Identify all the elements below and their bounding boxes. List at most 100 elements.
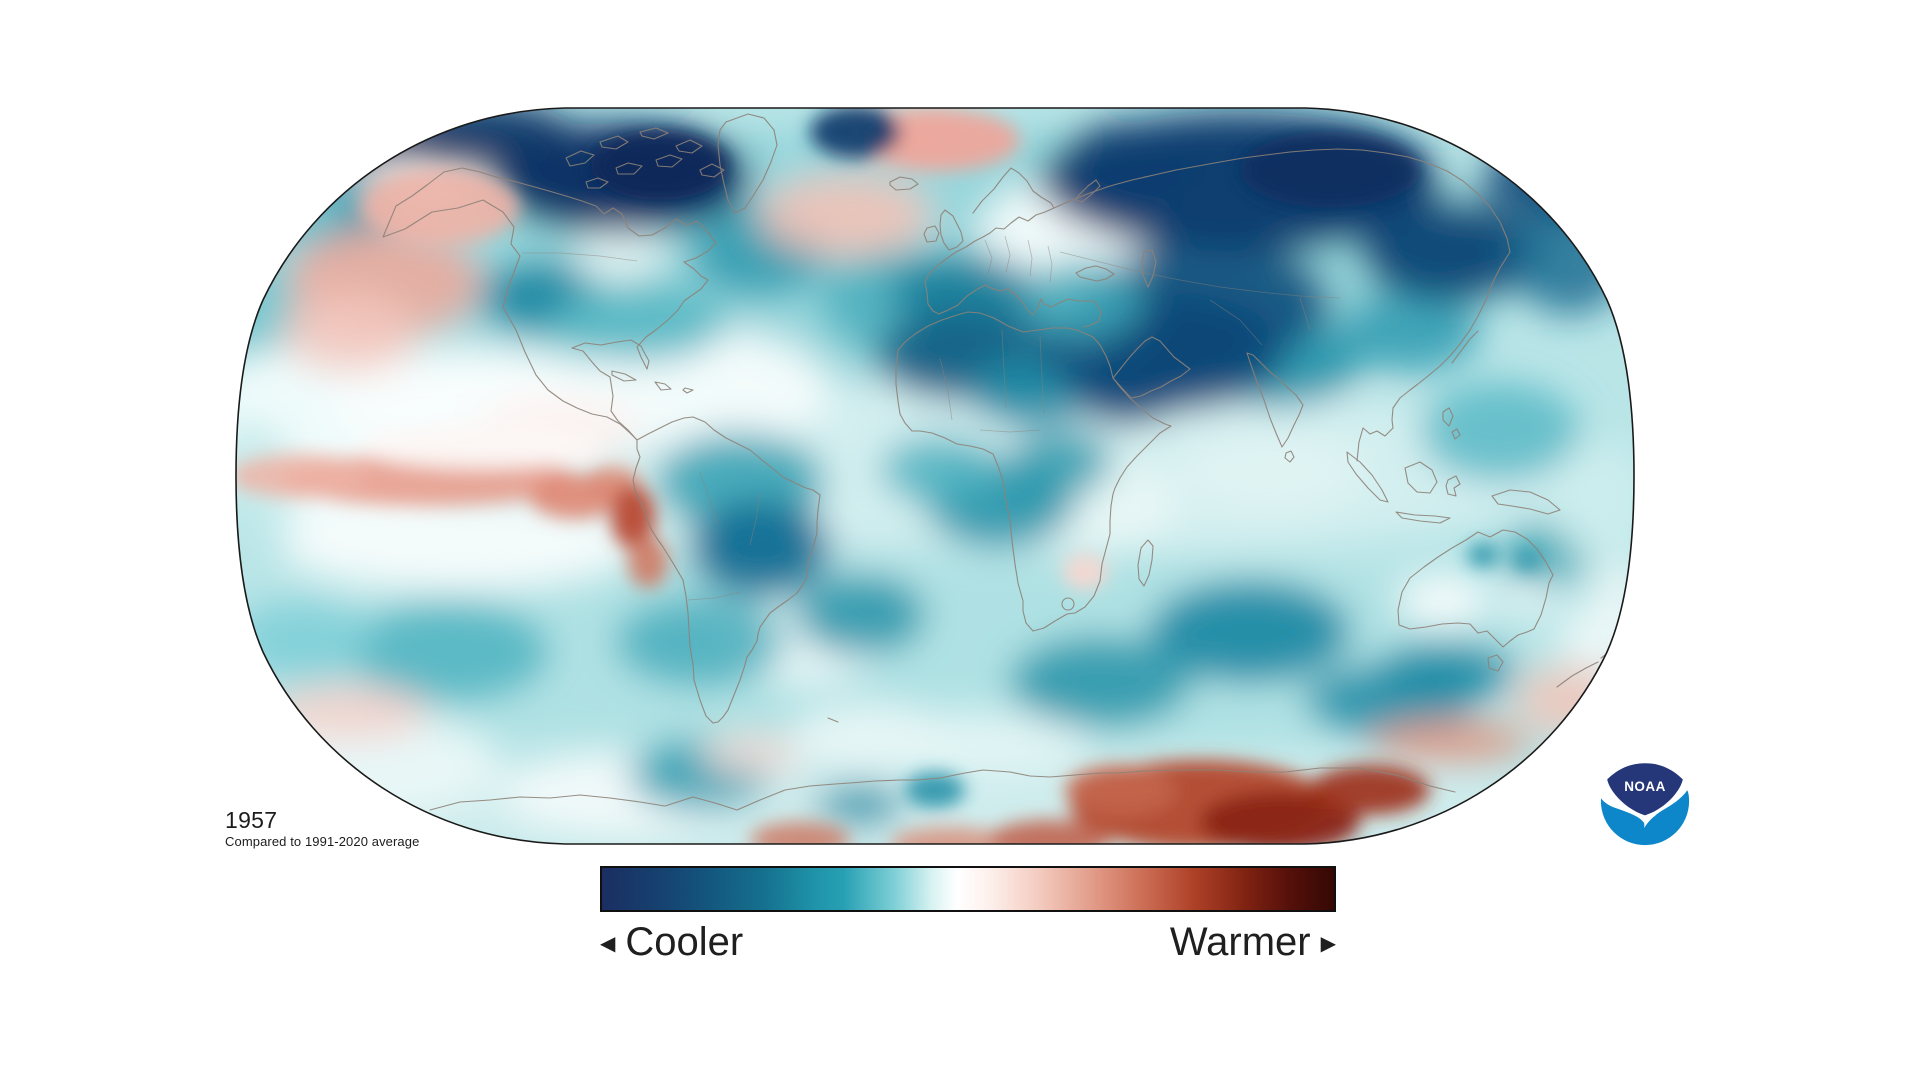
coast-arctic-islands xyxy=(565,127,725,189)
coast-siberia-arctic xyxy=(1053,148,1511,253)
country-borders-layer xyxy=(522,235,1341,601)
anomaly-blob xyxy=(350,602,550,702)
anomaly-blob xyxy=(1025,260,1145,340)
anomaly-blob xyxy=(1590,560,1634,640)
coast-novaya-zemlya xyxy=(1075,179,1101,203)
warmer-label-group: Warmer ▶ xyxy=(1170,920,1336,965)
cooler-label-group: ◀ Cooler xyxy=(600,920,743,965)
anomaly-blob xyxy=(1310,765,1430,815)
coast-caspian-sea xyxy=(1141,249,1157,288)
noaa-logo-gull-tail xyxy=(1639,813,1656,828)
coast-black-sea xyxy=(1075,265,1115,282)
anomaly-blob xyxy=(1550,440,1634,560)
coast-lesotho xyxy=(1061,597,1075,611)
border-us-canada xyxy=(522,252,638,262)
coast-us-east-arctic xyxy=(426,167,717,370)
anomaly-blob xyxy=(1370,720,1530,764)
anomaly-blob xyxy=(810,108,900,158)
anomaly-blob xyxy=(575,227,665,283)
anomaly-blob xyxy=(1480,140,1634,220)
anomaly-blob xyxy=(236,160,338,250)
coast-australia xyxy=(1397,529,1554,648)
right-arrow-icon: ▶ xyxy=(1320,933,1336,955)
anomaly-blob xyxy=(1065,765,1175,815)
anomaly-blob xyxy=(890,254,1040,330)
anomaly-blob xyxy=(1398,576,1488,624)
anomaly-field-core-layer xyxy=(236,108,1541,844)
coast-madagascar xyxy=(1137,539,1154,587)
anomaly-blob xyxy=(815,783,905,827)
noaa-logo-fan xyxy=(1607,763,1683,816)
coastlines-layer xyxy=(382,113,1627,811)
anomaly-blob xyxy=(690,500,830,596)
color-scale-labels: ◀ Cooler Warmer ▶ xyxy=(600,916,1336,968)
anomaly-blob xyxy=(1375,644,1515,700)
left-arrow-icon: ◀ xyxy=(600,933,616,955)
noaa-logo-text: NOAA xyxy=(1624,779,1666,794)
anomaly-blob xyxy=(360,425,600,469)
anomaly-blob xyxy=(628,536,668,588)
coast-south-georgia xyxy=(827,717,839,723)
anomaly-blob xyxy=(1012,430,1112,494)
anomaly-blob xyxy=(1420,382,1580,482)
anomaly-blob xyxy=(615,597,785,687)
anomaly-blob xyxy=(611,485,655,549)
anomaly-blob xyxy=(880,435,1000,505)
anomaly-blob xyxy=(1340,292,1480,372)
cooler-label: Cooler xyxy=(625,919,744,964)
border-africa-1 xyxy=(939,329,1045,433)
anomaly-blob xyxy=(1150,582,1350,682)
projection-outline xyxy=(235,107,1635,845)
anomaly-blob xyxy=(1060,122,1200,202)
coast-greenland xyxy=(717,113,778,214)
anomaly-blob xyxy=(795,575,925,655)
anomaly-blob xyxy=(360,169,520,245)
noaa-logo: NOAA xyxy=(1600,756,1690,846)
coast-africa xyxy=(895,311,1172,632)
caption-block: 1957 Compared to 1991-2020 average xyxy=(225,808,419,849)
anomaly-blob xyxy=(236,454,370,498)
anomaly-blob xyxy=(385,108,575,170)
anomaly-blob xyxy=(590,130,730,200)
coast-japan xyxy=(1451,330,1479,364)
coast-iceland xyxy=(889,176,919,191)
border-europe-1 xyxy=(984,235,1053,283)
anomaly-blob xyxy=(555,282,725,362)
color-scale-bar xyxy=(600,866,1336,912)
anomaly-blob xyxy=(760,176,930,256)
anomaly-blob xyxy=(270,684,430,740)
anomaly-blob xyxy=(990,820,1110,844)
coast-south-america xyxy=(632,416,821,724)
coast-philippines xyxy=(1442,407,1461,440)
coast-british-isles xyxy=(923,209,964,251)
anomaly-blob xyxy=(1513,550,1541,570)
anomaly-blob xyxy=(1240,132,1420,208)
coast-borneo xyxy=(1404,461,1438,494)
baseline-label: Compared to 1991-2020 average xyxy=(225,834,420,850)
coast-gulf-mexico xyxy=(571,339,650,441)
anomaly-blob xyxy=(280,500,640,590)
coast-arabia xyxy=(1112,336,1191,399)
anomaly-blob xyxy=(1175,430,1365,514)
coast-caribbean-islands xyxy=(611,370,694,394)
coast-antarctica xyxy=(429,767,1456,811)
anomaly-blob xyxy=(295,108,435,162)
anomaly-blob xyxy=(890,827,1010,844)
border-central-asia xyxy=(1209,297,1311,346)
anomaly-blob xyxy=(236,600,370,680)
border-russia-south xyxy=(1059,251,1341,299)
coast-sumatra xyxy=(1346,451,1389,503)
coast-europe xyxy=(924,167,1102,328)
coast-sulawesi xyxy=(1445,475,1461,497)
anomaly-blob xyxy=(1063,554,1107,590)
anomaly-blob xyxy=(1467,543,1499,567)
anomaly-blob xyxy=(870,110,1020,170)
anomaly-blob xyxy=(1200,792,1360,844)
map-clipped-area xyxy=(236,108,1634,844)
anomaly-blob xyxy=(750,822,850,844)
coast-new-guinea xyxy=(1491,489,1561,515)
coast-north-america xyxy=(382,184,638,441)
anomaly-blob xyxy=(1500,579,1556,611)
